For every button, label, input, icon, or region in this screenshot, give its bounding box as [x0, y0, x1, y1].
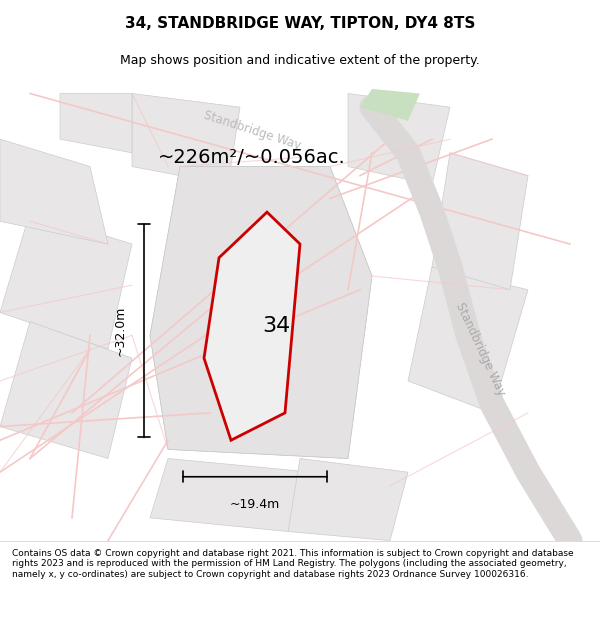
- Polygon shape: [0, 139, 108, 244]
- Text: ~32.0m: ~32.0m: [113, 306, 127, 356]
- Text: ~226m²/~0.056ac.: ~226m²/~0.056ac.: [158, 148, 346, 167]
- Polygon shape: [288, 459, 408, 541]
- Polygon shape: [432, 152, 528, 290]
- Polygon shape: [408, 267, 528, 413]
- Polygon shape: [0, 322, 132, 459]
- Polygon shape: [0, 212, 132, 349]
- Polygon shape: [132, 94, 240, 185]
- Text: Map shows position and indicative extent of the property.: Map shows position and indicative extent…: [120, 54, 480, 68]
- Text: Standbridge Way: Standbridge Way: [202, 108, 302, 152]
- Polygon shape: [360, 89, 420, 121]
- Polygon shape: [348, 94, 450, 185]
- Polygon shape: [60, 94, 132, 152]
- Polygon shape: [150, 166, 372, 459]
- Text: Standbridge Way: Standbridge Way: [452, 301, 508, 398]
- Text: Contains OS data © Crown copyright and database right 2021. This information is : Contains OS data © Crown copyright and d…: [12, 549, 574, 579]
- Polygon shape: [150, 166, 372, 459]
- Text: 34, STANDBRIDGE WAY, TIPTON, DY4 8TS: 34, STANDBRIDGE WAY, TIPTON, DY4 8TS: [125, 16, 475, 31]
- Text: ~19.4m: ~19.4m: [230, 498, 280, 511]
- Polygon shape: [204, 212, 300, 440]
- Polygon shape: [150, 459, 312, 531]
- Text: 34: 34: [262, 316, 290, 336]
